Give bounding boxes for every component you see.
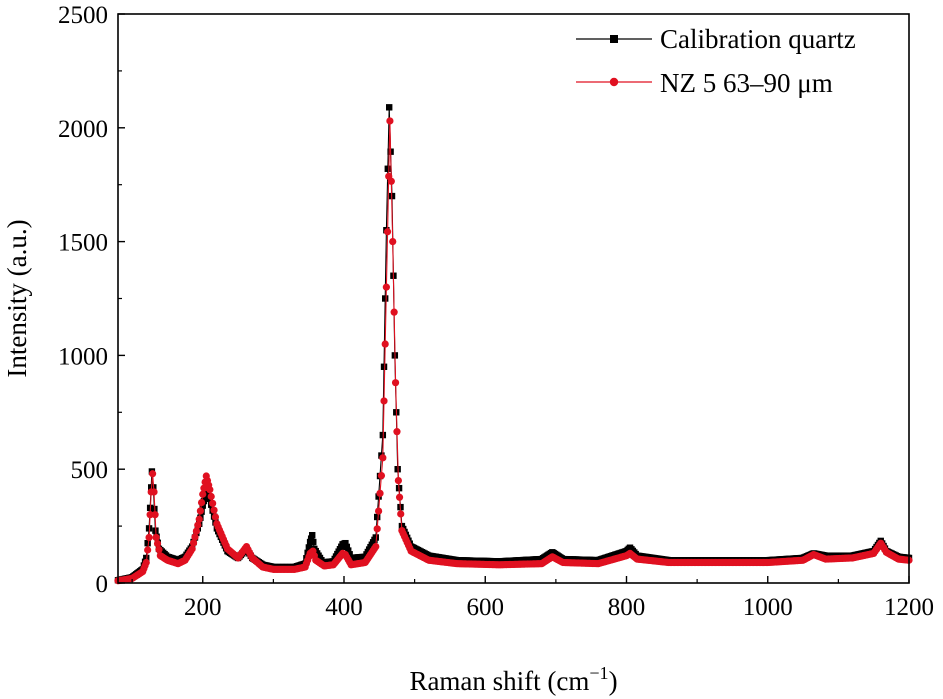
data-point xyxy=(380,363,388,370)
legend-marker-circle xyxy=(609,77,619,87)
data-point xyxy=(206,486,214,494)
x-axis-title-main: Raman shift (cm xyxy=(409,666,589,696)
data-point xyxy=(305,544,313,551)
x-tick-label-1000: 1000 xyxy=(743,594,793,621)
y-tick-label-500: 500 xyxy=(71,457,109,484)
data-point xyxy=(372,542,380,551)
data-point xyxy=(393,428,401,436)
data-point xyxy=(342,539,349,547)
data-point xyxy=(381,295,389,302)
data-point xyxy=(153,539,162,548)
y-tick-label-2000: 2000 xyxy=(58,116,108,143)
data-point xyxy=(142,558,150,567)
data-point xyxy=(373,525,381,533)
data-point xyxy=(209,499,217,507)
x-axis-title: Raman shift (cm−1) xyxy=(409,663,617,696)
data-point xyxy=(211,513,220,521)
data-point xyxy=(144,546,152,554)
data-point xyxy=(375,507,383,515)
data-point xyxy=(309,532,316,539)
x-tick-label-1200: 1200 xyxy=(884,594,934,621)
y-tick-label-2500: 2500 xyxy=(58,2,108,29)
data-point xyxy=(192,527,200,535)
data-point xyxy=(343,543,351,551)
data-point xyxy=(155,546,163,554)
series-calibration-quartz xyxy=(114,104,913,584)
series-line-calibration-quartz xyxy=(117,107,910,581)
x-tick-label-400: 400 xyxy=(325,594,363,621)
data-point xyxy=(395,493,404,501)
data-point xyxy=(376,489,384,497)
data-point xyxy=(143,554,150,562)
data-point xyxy=(380,397,388,405)
data-point xyxy=(207,492,215,501)
data-point xyxy=(389,238,397,246)
data-point xyxy=(310,538,317,546)
legend: Calibration quartz NZ 5 63–90 μm xyxy=(576,24,856,98)
data-point xyxy=(152,533,160,542)
data-point xyxy=(195,515,203,523)
data-point xyxy=(149,470,157,478)
data-point xyxy=(390,308,398,316)
data-point xyxy=(379,454,387,462)
data-point xyxy=(146,511,154,519)
y-tick-label-0: 0 xyxy=(96,571,109,598)
y-axis-title: Intensity (a.u.) xyxy=(2,219,32,377)
series-line-nz5 xyxy=(117,120,910,582)
data-point xyxy=(391,379,400,387)
series-layer xyxy=(114,104,913,585)
data-point xyxy=(346,551,353,558)
axes-layer xyxy=(117,13,910,584)
x-axis-title-end: ) xyxy=(609,666,618,696)
data-point xyxy=(199,490,207,498)
data-point xyxy=(191,533,199,541)
series-nz5 xyxy=(114,117,913,585)
y-tick-label-1000: 1000 xyxy=(58,343,108,370)
data-point xyxy=(384,165,391,172)
plot-frame xyxy=(117,13,910,584)
data-point xyxy=(144,539,151,547)
legend-label-calibration-quartz: Calibration quartz xyxy=(660,24,856,54)
data-point xyxy=(196,507,204,515)
data-point xyxy=(194,521,202,529)
data-point xyxy=(386,117,394,125)
data-point xyxy=(372,534,379,541)
data-point xyxy=(387,177,395,185)
data-point xyxy=(383,228,392,236)
legend-entry-calibration-quartz: Calibration quartz xyxy=(576,24,856,54)
data-point xyxy=(386,104,393,111)
data-point xyxy=(189,539,198,547)
legend-entry-nz5: NZ 5 63–90 μm xyxy=(576,68,833,98)
legend-label-nz5: NZ 5 63–90 μm xyxy=(660,68,833,98)
data-point xyxy=(394,476,402,485)
data-point xyxy=(373,513,381,521)
x-tick-label-200: 200 xyxy=(184,594,222,621)
data-point xyxy=(377,471,386,480)
x-tick-label-600: 600 xyxy=(467,594,505,621)
data-point xyxy=(145,533,153,542)
ticks-layer: 200 400 600 800 1000 1200 0 500 1000 1500 2000 2500 xyxy=(58,2,934,621)
data-point xyxy=(382,283,390,291)
data-point xyxy=(150,488,158,496)
data-point xyxy=(345,547,352,554)
data-point xyxy=(210,506,218,514)
data-point xyxy=(307,535,315,542)
data-point xyxy=(151,511,159,519)
data-point xyxy=(197,498,206,507)
x-axis-title-sup: −1 xyxy=(589,663,608,683)
legend-marker-square xyxy=(610,35,618,43)
data-point xyxy=(381,340,389,348)
x-tick-label-800: 800 xyxy=(608,594,646,621)
data-point xyxy=(397,510,405,518)
y-tick-label-1500: 1500 xyxy=(58,230,108,257)
data-point xyxy=(188,545,196,553)
